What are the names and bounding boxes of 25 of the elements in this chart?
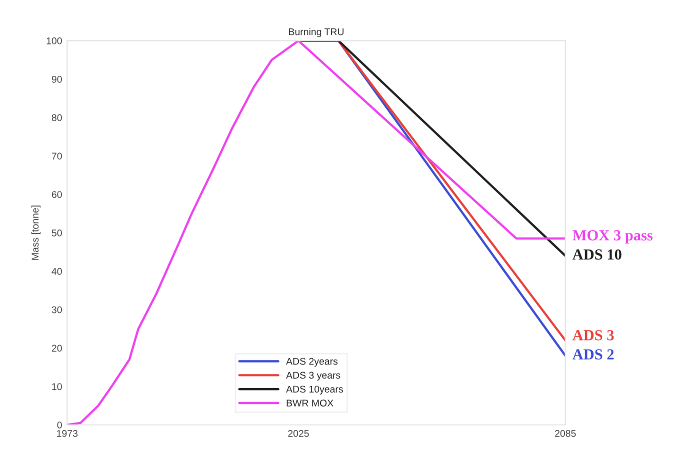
text: ADS 10 <box>572 249 622 260</box>
text: ADS 3 <box>572 330 614 340</box>
y-tick-label: 60 <box>52 191 62 198</box>
text: ADS 2 <box>572 349 614 360</box>
y-tick-label: 70 <box>52 152 62 160</box>
y-tick-label: 10 <box>52 383 62 390</box>
legend-label: ADS 3 years <box>286 372 340 381</box>
y-tick-label: 80 <box>52 114 62 122</box>
x-tick-label: 1973 <box>57 430 78 437</box>
legend-label: ADS 2years <box>286 358 338 367</box>
y-tick-label: 20 <box>52 344 62 352</box>
y-tick-label: 40 <box>52 268 62 275</box>
legend-label: ADS 10years <box>286 386 343 395</box>
y-tick-label: 100 <box>46 37 62 44</box>
y-tick-label: 30 <box>52 306 62 314</box>
text: MOX 3 pass <box>572 230 653 244</box>
chart-title: Burning TRU <box>289 28 344 38</box>
y-tick-label: 0 <box>57 422 62 428</box>
y-tick-label: 90 <box>52 76 62 83</box>
line-series <box>67 40 566 425</box>
y-tick-label: 50 <box>52 230 62 236</box>
x-tick-label: 2085 <box>555 430 576 437</box>
y-axis-title: Mass [tonne] <box>31 206 40 260</box>
x-tick-label: 2025 <box>288 430 309 437</box>
legend-label: BWR MOX <box>286 400 334 407</box>
